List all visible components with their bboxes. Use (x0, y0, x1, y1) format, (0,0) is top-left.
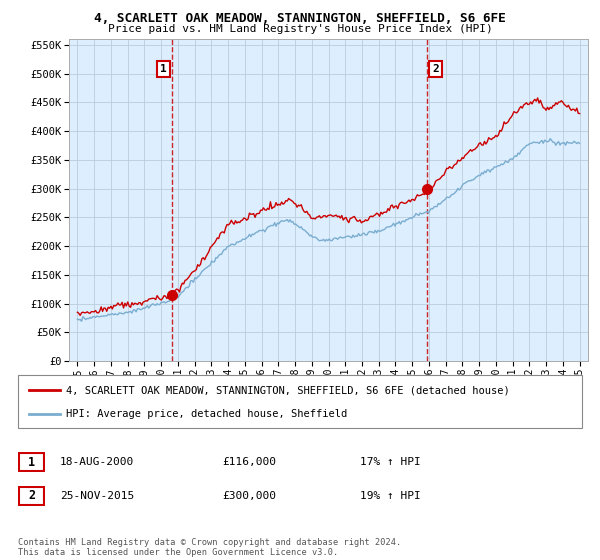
Text: 1: 1 (160, 64, 167, 74)
Text: 2: 2 (432, 64, 439, 74)
Text: 19% ↑ HPI: 19% ↑ HPI (360, 491, 421, 501)
Text: 1: 1 (28, 455, 35, 469)
Text: £116,000: £116,000 (222, 457, 276, 467)
Text: HPI: Average price, detached house, Sheffield: HPI: Average price, detached house, Shef… (66, 408, 347, 418)
Text: 17% ↑ HPI: 17% ↑ HPI (360, 457, 421, 467)
Text: £300,000: £300,000 (222, 491, 276, 501)
Text: 4, SCARLETT OAK MEADOW, STANNINGTON, SHEFFIELD, S6 6FE: 4, SCARLETT OAK MEADOW, STANNINGTON, SHE… (94, 12, 506, 25)
Text: 2: 2 (28, 489, 35, 502)
FancyBboxPatch shape (19, 453, 44, 471)
Text: Price paid vs. HM Land Registry's House Price Index (HPI): Price paid vs. HM Land Registry's House … (107, 24, 493, 34)
Text: Contains HM Land Registry data © Crown copyright and database right 2024.
This d: Contains HM Land Registry data © Crown c… (18, 538, 401, 557)
Text: 18-AUG-2000: 18-AUG-2000 (60, 457, 134, 467)
FancyBboxPatch shape (19, 487, 44, 505)
Text: 4, SCARLETT OAK MEADOW, STANNINGTON, SHEFFIELD, S6 6FE (detached house): 4, SCARLETT OAK MEADOW, STANNINGTON, SHE… (66, 385, 509, 395)
FancyBboxPatch shape (18, 375, 582, 428)
Text: 25-NOV-2015: 25-NOV-2015 (60, 491, 134, 501)
